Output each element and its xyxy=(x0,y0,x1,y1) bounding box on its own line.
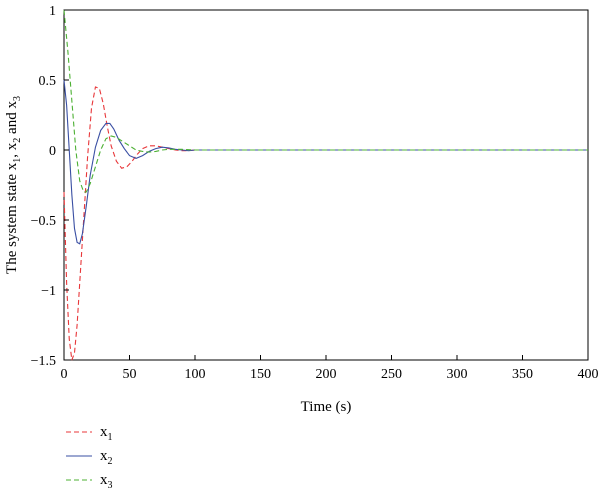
y-axis-title-sub-3: 3 xyxy=(12,96,23,101)
legend-label-name: x xyxy=(100,472,108,488)
y-axis-title-sep-1: , x xyxy=(4,142,20,158)
y-axis-title-sep-2: and x xyxy=(4,101,20,138)
x-tick-label: 0 xyxy=(61,367,68,382)
y-tick-label: −1.5 xyxy=(31,354,56,369)
series-line-x1 xyxy=(63,86,588,361)
y-tick-label: 0 xyxy=(49,144,56,159)
series-line-x2 xyxy=(63,79,588,245)
series-line-x3 xyxy=(63,9,588,193)
y-axis-title: The system state x1, x2 and x3 xyxy=(4,96,23,274)
legend-label-sub: 2 xyxy=(108,456,113,467)
x-tick-label: 100 xyxy=(185,367,206,382)
legend-label-x3: x3 xyxy=(100,472,113,491)
x-axis-title: Time (s) xyxy=(301,399,352,415)
legend-label-sub: 1 xyxy=(108,432,113,443)
y-axis-title-sub-1: 1 xyxy=(12,158,23,163)
x-tick-label: 200 xyxy=(316,367,337,382)
x-tick-label: 150 xyxy=(250,367,271,382)
x-tick-label: 50 xyxy=(123,367,137,382)
legend-label-x2: x2 xyxy=(100,448,113,467)
plot-frame xyxy=(63,9,589,361)
x-tick-label: 400 xyxy=(578,367,599,382)
legend-label-name: x xyxy=(100,448,108,464)
y-axis-title-prefix: The system state x xyxy=(4,162,20,274)
series-layer xyxy=(63,9,588,361)
y-tick-label: 1 xyxy=(49,4,56,19)
x-axis: 0 50 100 150 200 250 300 350 400 xyxy=(61,355,599,382)
y-axis-title-sub-2: 2 xyxy=(12,138,23,143)
legend-label-sub: 3 xyxy=(108,480,113,491)
y-tick-label: 0.5 xyxy=(39,74,57,89)
x-tick-label: 250 xyxy=(381,367,402,382)
x-tick-label: 300 xyxy=(447,367,468,382)
legend-label-name: x xyxy=(100,424,108,440)
legend-label-x1: x1 xyxy=(100,424,113,443)
y-axis: 1 0.5 0 −0.5 −1 −1.5 xyxy=(31,4,69,369)
y-tick-label: −1 xyxy=(41,284,56,299)
y-tick-label: −0.5 xyxy=(31,214,56,229)
x-tick-label: 350 xyxy=(512,367,533,382)
